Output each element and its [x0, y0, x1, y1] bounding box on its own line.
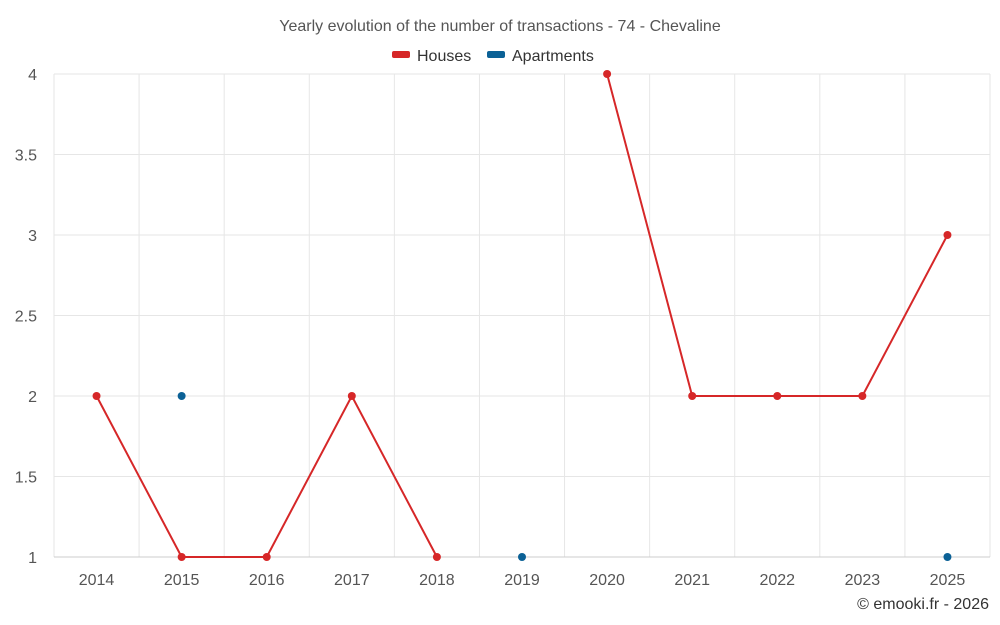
grid [53, 73, 991, 558]
y-tick-label: 2 [28, 389, 37, 406]
legend-label-apartments[interactable]: Apartments [512, 48, 594, 65]
data-point[interactable] [518, 553, 526, 561]
legend-label-houses[interactable]: Houses [417, 48, 471, 65]
y-tick-label: 2.5 [15, 309, 37, 326]
x-tick-label: 2015 [164, 572, 200, 589]
data-point[interactable] [773, 392, 782, 400]
data-point[interactable] [943, 231, 952, 239]
series-houses [92, 70, 952, 561]
data-point[interactable] [92, 392, 101, 400]
y-tick-label: 3.5 [15, 148, 37, 165]
x-tick-label: 2019 [504, 572, 540, 589]
x-tick-label: 2016 [249, 572, 285, 589]
x-tick-label: 2023 [845, 572, 881, 589]
data-point[interactable] [177, 553, 186, 561]
y-tick-label: 3 [28, 228, 37, 245]
data-point[interactable] [432, 553, 441, 561]
data-point[interactable] [603, 70, 612, 78]
x-tick-label: 2017 [334, 572, 370, 589]
legend[interactable]: Houses Apartments [392, 48, 594, 65]
legend-swatch-houses [392, 51, 410, 58]
data-point[interactable] [943, 553, 952, 561]
x-tick-label: 2018 [419, 572, 455, 589]
x-tick-label: 2025 [930, 572, 966, 589]
x-tick-label: 2014 [79, 572, 115, 589]
series [92, 70, 952, 561]
series-apartments [177, 392, 952, 561]
credit-text: © emooki.fr - 2026 [857, 596, 989, 613]
x-tick-label: 2020 [589, 572, 625, 589]
y-tick-label: 1 [28, 550, 37, 567]
legend-swatch-apartments [487, 51, 505, 58]
axes: 1 1.5 2 2.5 3 3.5 4 2014 2015 2016 2017 2018 2019 202… [15, 67, 990, 589]
data-point[interactable] [177, 392, 186, 400]
data-point[interactable] [688, 392, 697, 400]
y-tick-label: 4 [28, 67, 37, 84]
data-point[interactable] [262, 553, 271, 561]
chart-title: Yearly evolution of the number of transa… [279, 18, 721, 35]
y-tick-label: 1.5 [15, 470, 37, 487]
x-tick-label: 2021 [674, 572, 710, 589]
data-point[interactable] [347, 392, 356, 400]
x-tick-label: 2022 [759, 572, 795, 589]
data-point[interactable] [858, 392, 867, 400]
